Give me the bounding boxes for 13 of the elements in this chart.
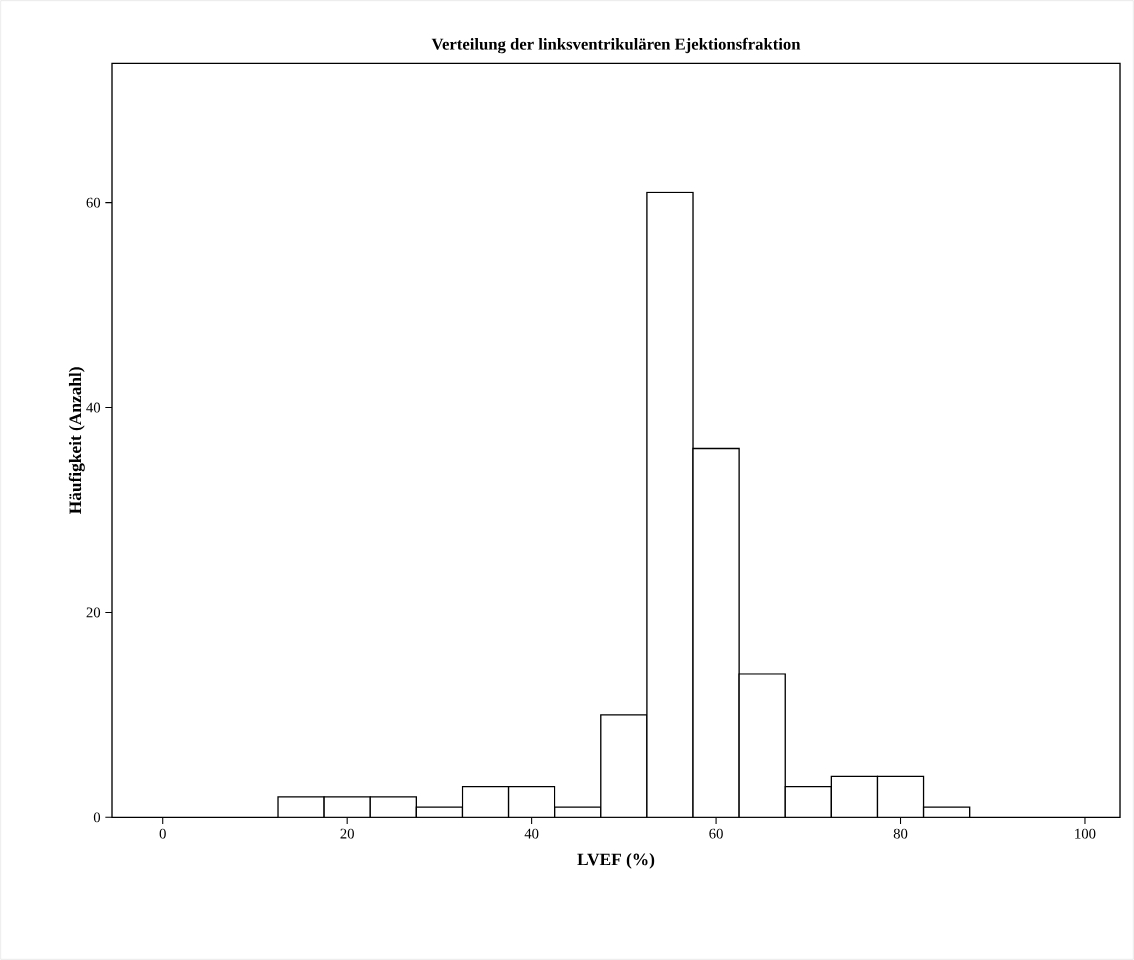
x-tick-label: 80 [893,828,908,839]
y-tick-label: 20 [86,607,101,618]
x-tick-label: 40 [524,828,539,839]
x-tick-label: 20 [340,828,354,839]
y-tick-label: 0 [93,812,101,823]
y-axis-title: Häufigkeit (Anzahl) [68,367,85,514]
x-tick-label: 60 [709,828,723,839]
x-tick-label: 100 [1075,828,1096,839]
x-tick-label: 0 [159,828,166,839]
y-tick-label: 60 [86,197,101,208]
x-axis-title: LVEF (%) [577,853,655,869]
y-tick-label: 40 [86,402,101,413]
chart-title: Verteilung der linksventrikulären Ejektionsfraktion [431,37,801,54]
